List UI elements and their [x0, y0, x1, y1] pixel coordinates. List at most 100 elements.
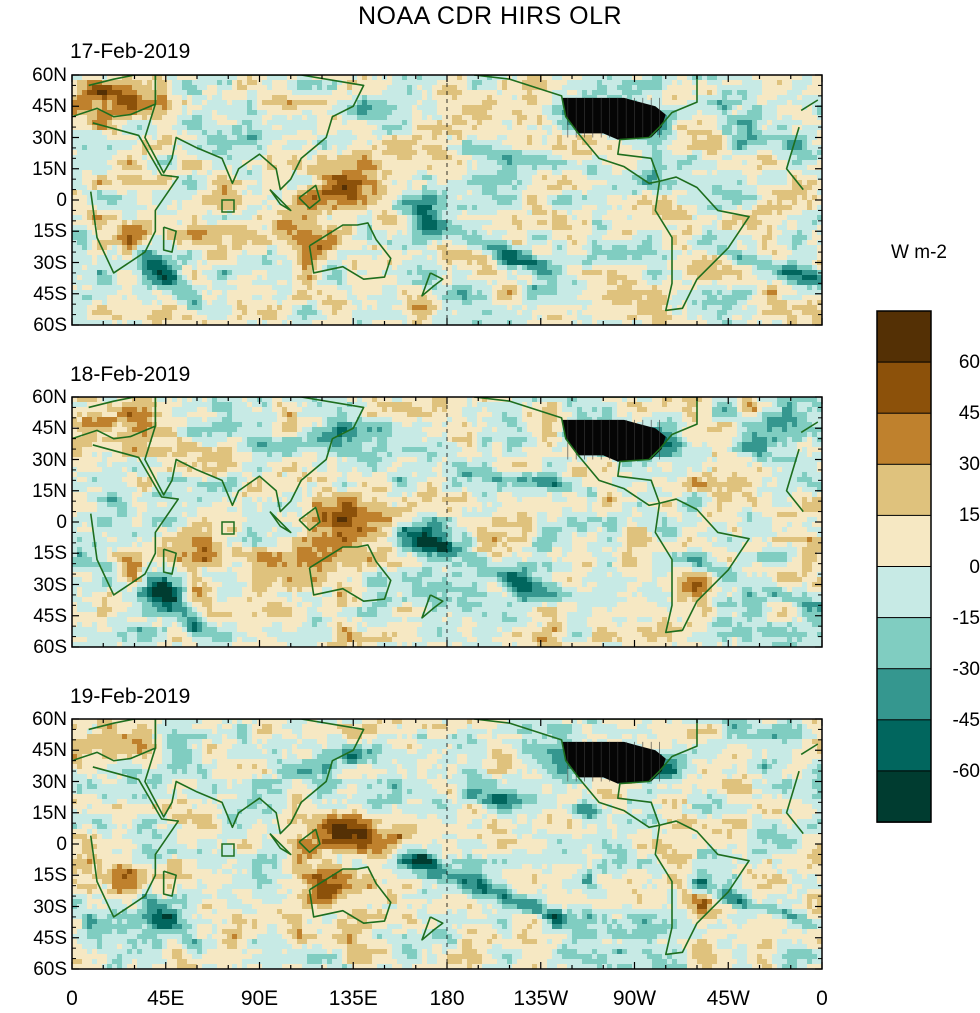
olr-cell [97, 260, 138, 266]
olr-cell [222, 270, 228, 276]
olr-cell [682, 542, 688, 548]
olr-cell [97, 270, 103, 276]
olr-cell [777, 512, 798, 518]
olr-cell [652, 477, 668, 483]
olr-cell [712, 562, 728, 568]
olr-cell [372, 305, 378, 311]
olr-cell [487, 75, 493, 81]
olr-cell [297, 170, 308, 176]
olr-cell [342, 270, 348, 276]
olr-cell [382, 165, 428, 171]
olr-cell [602, 235, 633, 241]
olr-cell [647, 270, 663, 276]
olr-cell [97, 190, 103, 196]
olr-cell [797, 487, 803, 493]
olr-cell [212, 402, 233, 408]
olr-cell [247, 170, 253, 176]
olr-cell [152, 170, 158, 176]
olr-cell [472, 270, 478, 276]
olr-cell [192, 300, 198, 306]
olr-cell [462, 145, 493, 151]
olr-cell [222, 185, 228, 191]
olr-cell [77, 285, 83, 291]
olr-cell [397, 200, 403, 206]
olr-cell [607, 517, 618, 523]
olr-cell [297, 562, 303, 568]
olr-cell [492, 195, 518, 201]
olr-cell [767, 300, 788, 306]
olr-cell [677, 240, 688, 246]
olr-cell [182, 100, 188, 106]
olr-cell [312, 507, 318, 513]
olr-cell [672, 190, 688, 196]
olr-cell [737, 472, 773, 478]
olr-cell [157, 472, 183, 478]
olr-cell [412, 310, 433, 316]
olr-cell [262, 407, 273, 413]
olr-cell [412, 492, 418, 498]
olr-cell [687, 497, 703, 503]
olr-cell [167, 467, 173, 473]
olr-cell [377, 427, 383, 433]
olr-cell [292, 305, 303, 311]
olr-cell [442, 85, 458, 91]
olr-cell [362, 200, 368, 206]
olr-cell [267, 275, 293, 281]
olr-cell [772, 427, 783, 433]
olr-cell [337, 552, 388, 558]
olr-cell [232, 407, 253, 413]
olr-cell [482, 492, 488, 498]
olr-cell [797, 477, 813, 483]
olr-cell [757, 165, 763, 171]
olr-cell [257, 275, 263, 281]
olr-cell [232, 305, 238, 311]
olr-cell [547, 487, 573, 493]
olr-cell [532, 245, 553, 251]
olr-cell [207, 592, 218, 598]
olr-cell [677, 497, 688, 503]
olr-cell [512, 295, 523, 301]
olr-cell [167, 100, 173, 106]
olr-cell [502, 165, 518, 171]
olr-cell [722, 90, 733, 96]
olr-cell [732, 225, 748, 231]
olr-cell [487, 280, 493, 286]
olr-cell [152, 567, 158, 573]
olr-cell [597, 527, 603, 533]
olr-cell [82, 422, 113, 428]
olr-cell [637, 557, 653, 563]
olr-cell [642, 195, 648, 201]
olr-cell [192, 557, 203, 563]
olr-cell [772, 280, 783, 286]
olr-cell [227, 497, 238, 503]
olr-cell [87, 145, 108, 151]
olr-cell [597, 165, 613, 171]
olr-cell [697, 492, 708, 498]
olr-cell [172, 572, 188, 578]
olr-cell [267, 402, 273, 408]
olr-cell [557, 477, 563, 483]
olr-cell [227, 100, 233, 106]
olr-cell [287, 140, 308, 146]
olr-cell [332, 210, 368, 216]
olr-cell [112, 547, 118, 553]
olr-cell [532, 175, 543, 181]
olr-cell [152, 487, 188, 493]
olr-cell [532, 235, 548, 241]
olr-cell [197, 180, 208, 186]
olr-cell [127, 245, 133, 251]
olr-cell [427, 452, 438, 458]
olr-cell [192, 255, 203, 261]
olr-cell [602, 517, 608, 523]
olr-cell [422, 100, 438, 106]
olr-cell [717, 582, 778, 588]
olr-cell [757, 557, 788, 563]
olr-cell [327, 457, 338, 463]
olr-cell [527, 100, 538, 106]
olr-cell [217, 175, 228, 181]
olr-cell [607, 195, 623, 201]
olr-cell [472, 205, 478, 211]
olr-cell [587, 507, 593, 513]
olr-cell [327, 85, 338, 91]
olr-cell [522, 180, 533, 186]
